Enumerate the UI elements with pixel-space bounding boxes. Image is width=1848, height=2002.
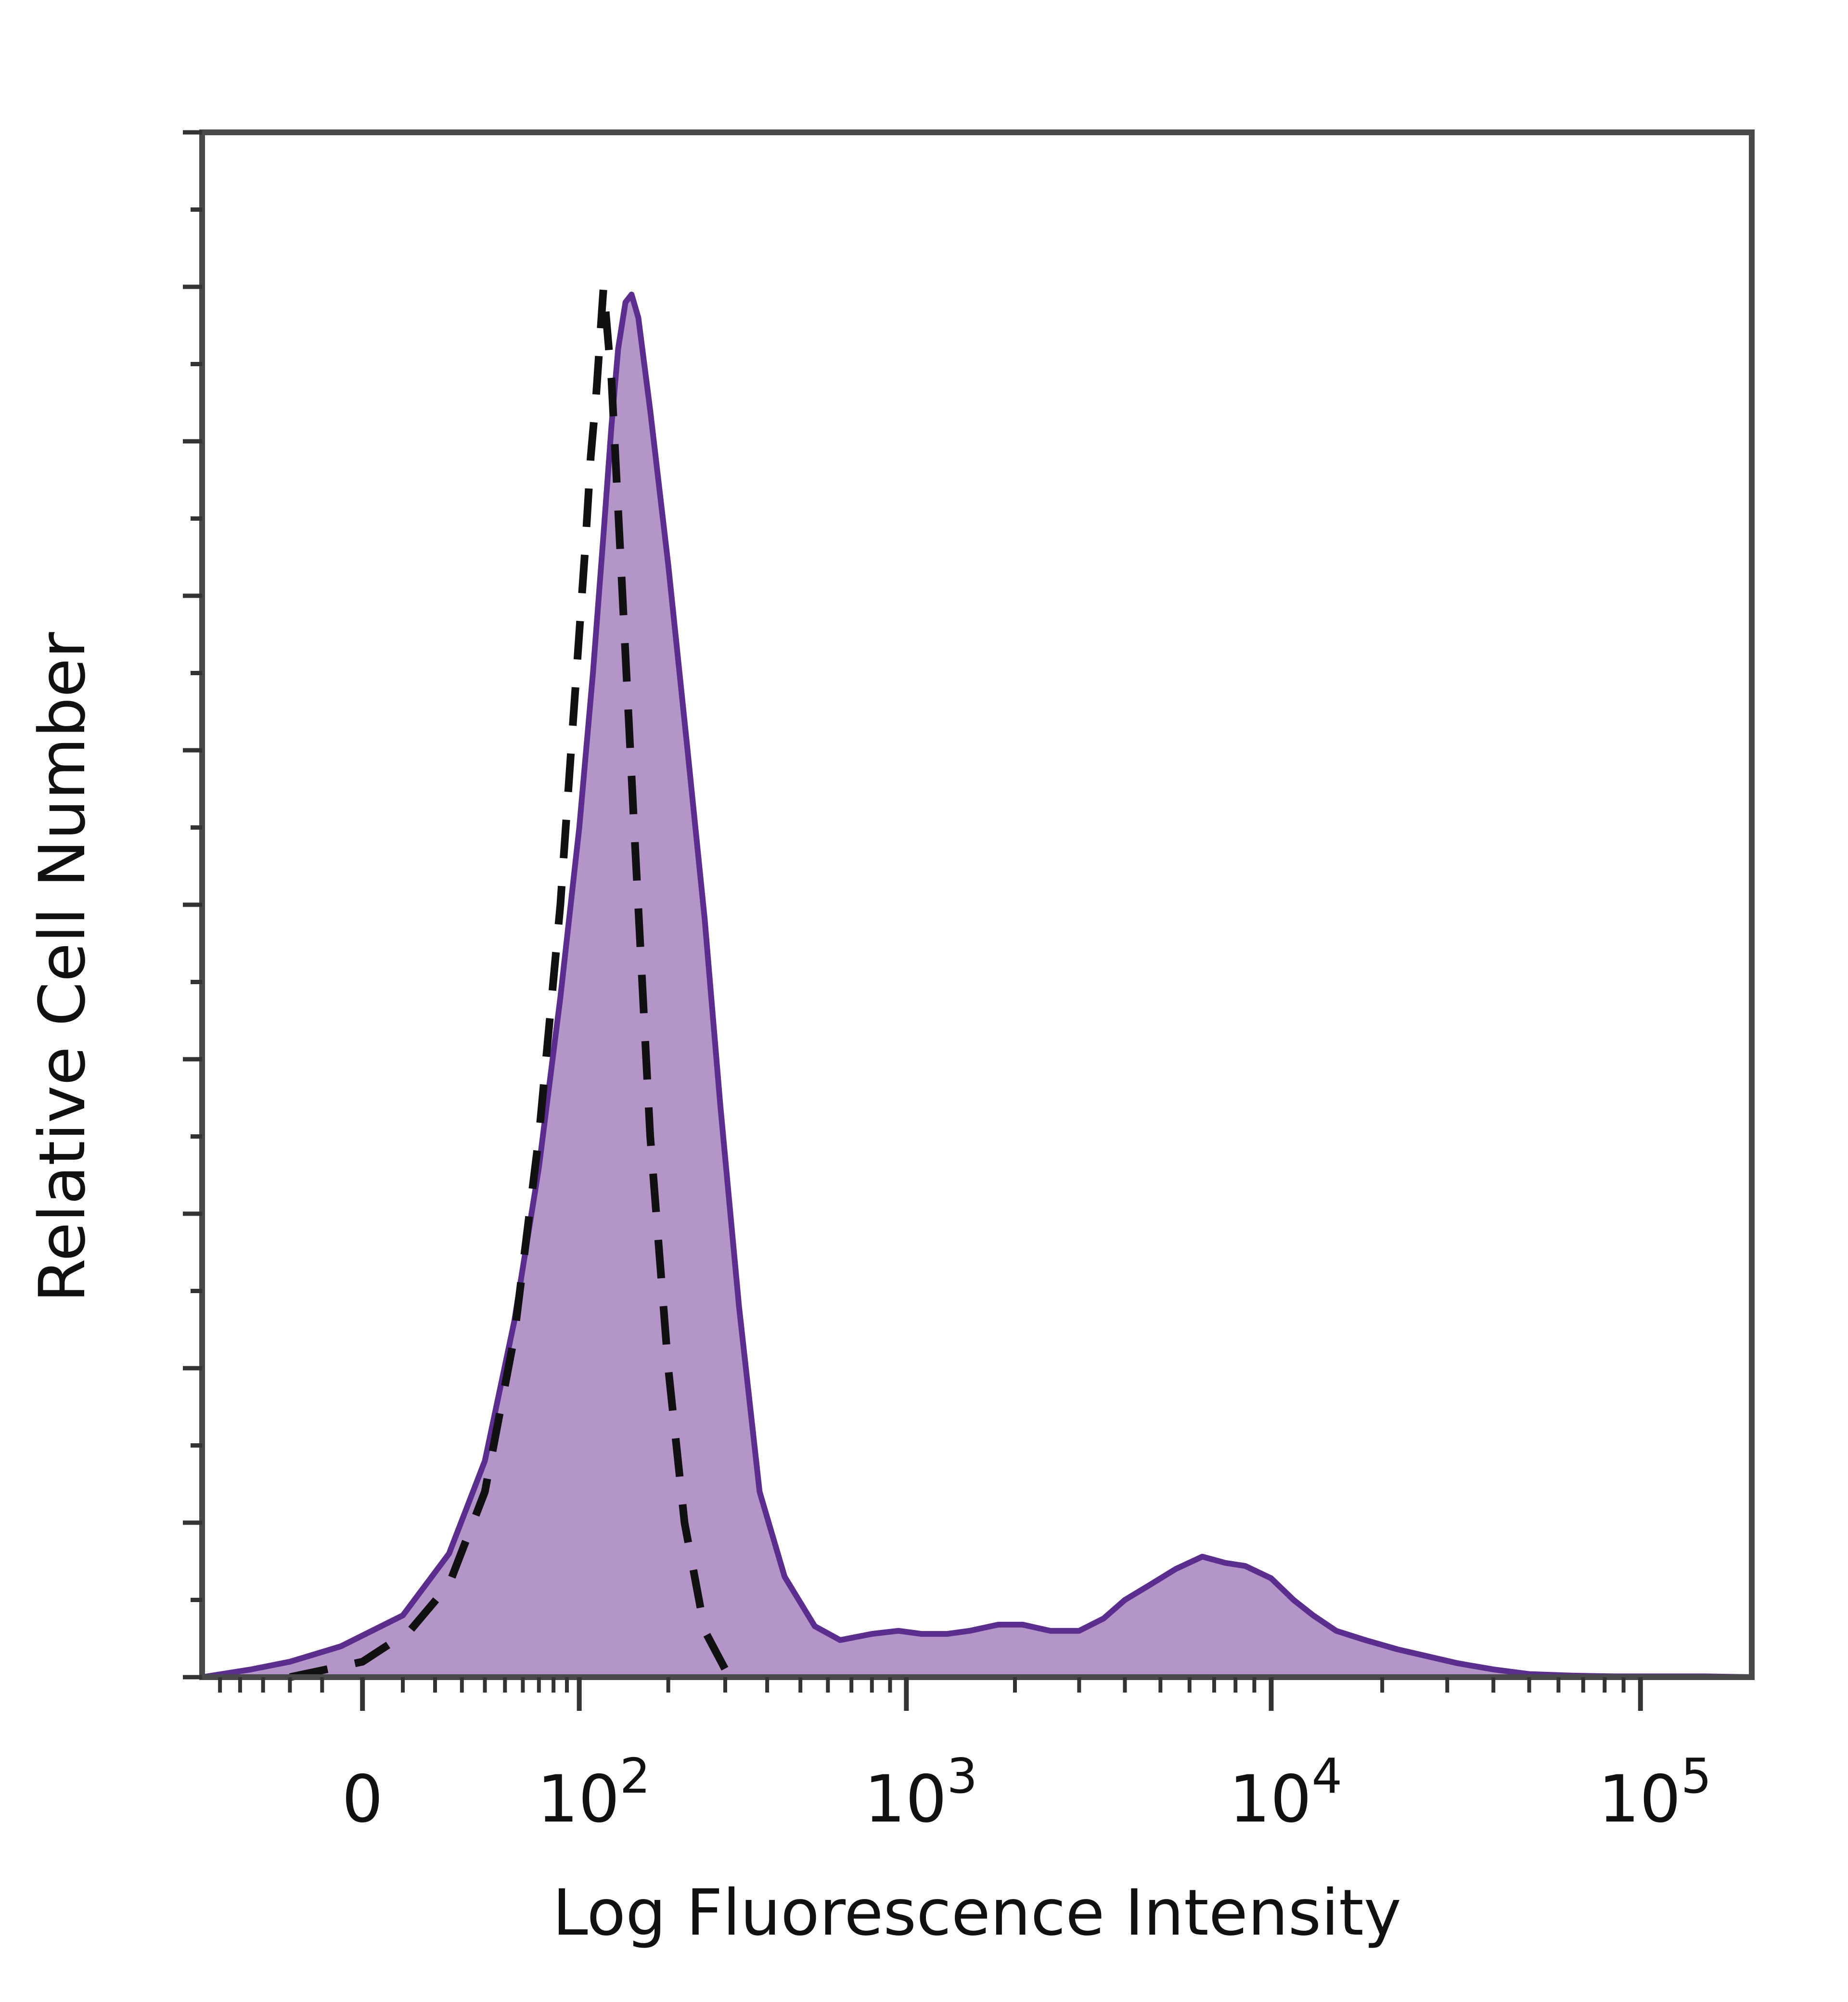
- x-tick-label: 103: [864, 1748, 977, 1837]
- tick-layer: [183, 130, 1643, 1711]
- y-axis-label: Relative Cell Number: [26, 632, 100, 1303]
- x-axis-label: Log Fluorescence Intensity: [552, 1876, 1401, 1950]
- series-0-outline: [202, 292, 1752, 1680]
- tick-label-layer: 0 102 103 104 105: [342, 1748, 1711, 1837]
- series-1-dashed-line: [289, 283, 749, 1681]
- x-tick-label: 105: [1598, 1748, 1711, 1837]
- x-tick-label: 102: [537, 1748, 650, 1837]
- x-tick-label: 104: [1229, 1748, 1342, 1837]
- x-tick-label: 0: [342, 1761, 383, 1837]
- series-0-area: [202, 295, 1752, 1677]
- series-layer: [202, 283, 1752, 1681]
